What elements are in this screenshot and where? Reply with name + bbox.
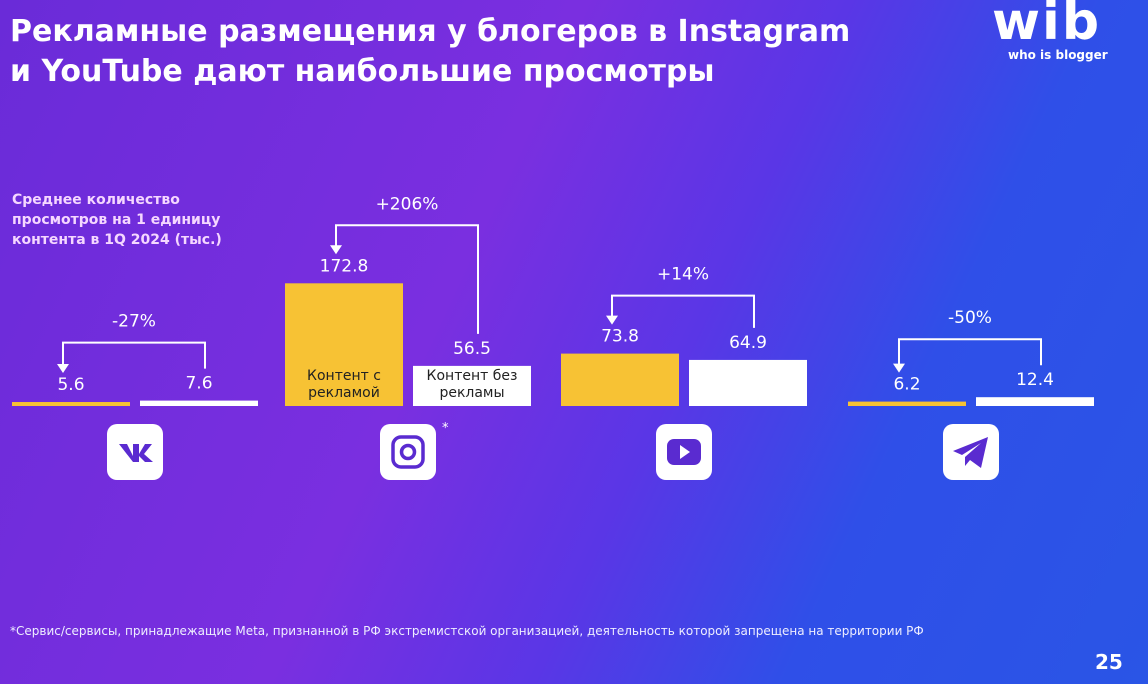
value-label: 5.6	[57, 375, 84, 395]
subtitle-line: просмотров на 1 единицу	[12, 212, 221, 228]
bar	[413, 365, 531, 406]
arrow-head	[330, 245, 342, 255]
legend-entry: Контент без рекламы	[426, 368, 518, 401]
annotation: *	[442, 421, 449, 436]
subtitle-line: контента в 1Q 2024 (тыс.)	[12, 232, 222, 248]
change-label: -27%	[112, 312, 156, 332]
value-label: 73.8	[601, 327, 639, 347]
logo: wib	[992, 0, 1102, 52]
title-line: и YouTube дают наибольшие просмотры	[10, 54, 715, 89]
bar	[976, 397, 1094, 406]
icon-bg	[380, 424, 436, 480]
arrow-head	[606, 315, 618, 325]
value-label: 6.2	[893, 375, 920, 395]
value-label: 12.4	[1016, 370, 1054, 390]
change-label: +14%	[657, 265, 709, 285]
legend-entry: Контент с рекламой	[307, 368, 381, 401]
bar	[12, 402, 130, 406]
bar	[561, 353, 679, 406]
title-line: Рекламные размещения у блогеров в Instag…	[10, 14, 851, 49]
bar	[285, 283, 403, 406]
change-arrow	[898, 338, 1042, 366]
value-label: 56.5	[453, 339, 491, 359]
bar	[689, 359, 807, 406]
icon-glyph	[119, 444, 153, 462]
arrow-head	[893, 363, 905, 373]
change-label: +206%	[376, 194, 439, 214]
platform-icon	[656, 424, 712, 480]
platform-icon	[107, 424, 163, 480]
logo-tagline: who is blogger	[1008, 48, 1108, 62]
icon-glyph	[399, 443, 417, 461]
change-arrow	[611, 294, 755, 328]
arrow-head	[57, 364, 69, 374]
change-arrow	[62, 341, 206, 369]
footnote: *Сервис/сервисы, принадлежащие Meta, при…	[10, 624, 924, 638]
value-label: 7.6	[185, 374, 212, 394]
icon-glyph	[680, 445, 690, 459]
title: Рекламные размещения у блогеров в Instag…	[10, 12, 850, 92]
change-arrow	[335, 224, 479, 334]
page-number: 25	[1095, 650, 1123, 674]
platform-icon	[380, 424, 436, 480]
value-label: 64.9	[729, 333, 767, 353]
platform-icon	[943, 424, 999, 480]
change-label: -50%	[948, 308, 992, 328]
icon-glyph	[391, 435, 425, 469]
value-label: 172.8	[320, 256, 369, 276]
chart-subtitle: Среднее количество просмотров на 1 едини…	[12, 190, 222, 250]
bar	[140, 400, 258, 406]
bar	[848, 401, 966, 406]
subtitle-line: Среднее количество	[12, 192, 180, 208]
icon-glyph	[953, 437, 988, 468]
